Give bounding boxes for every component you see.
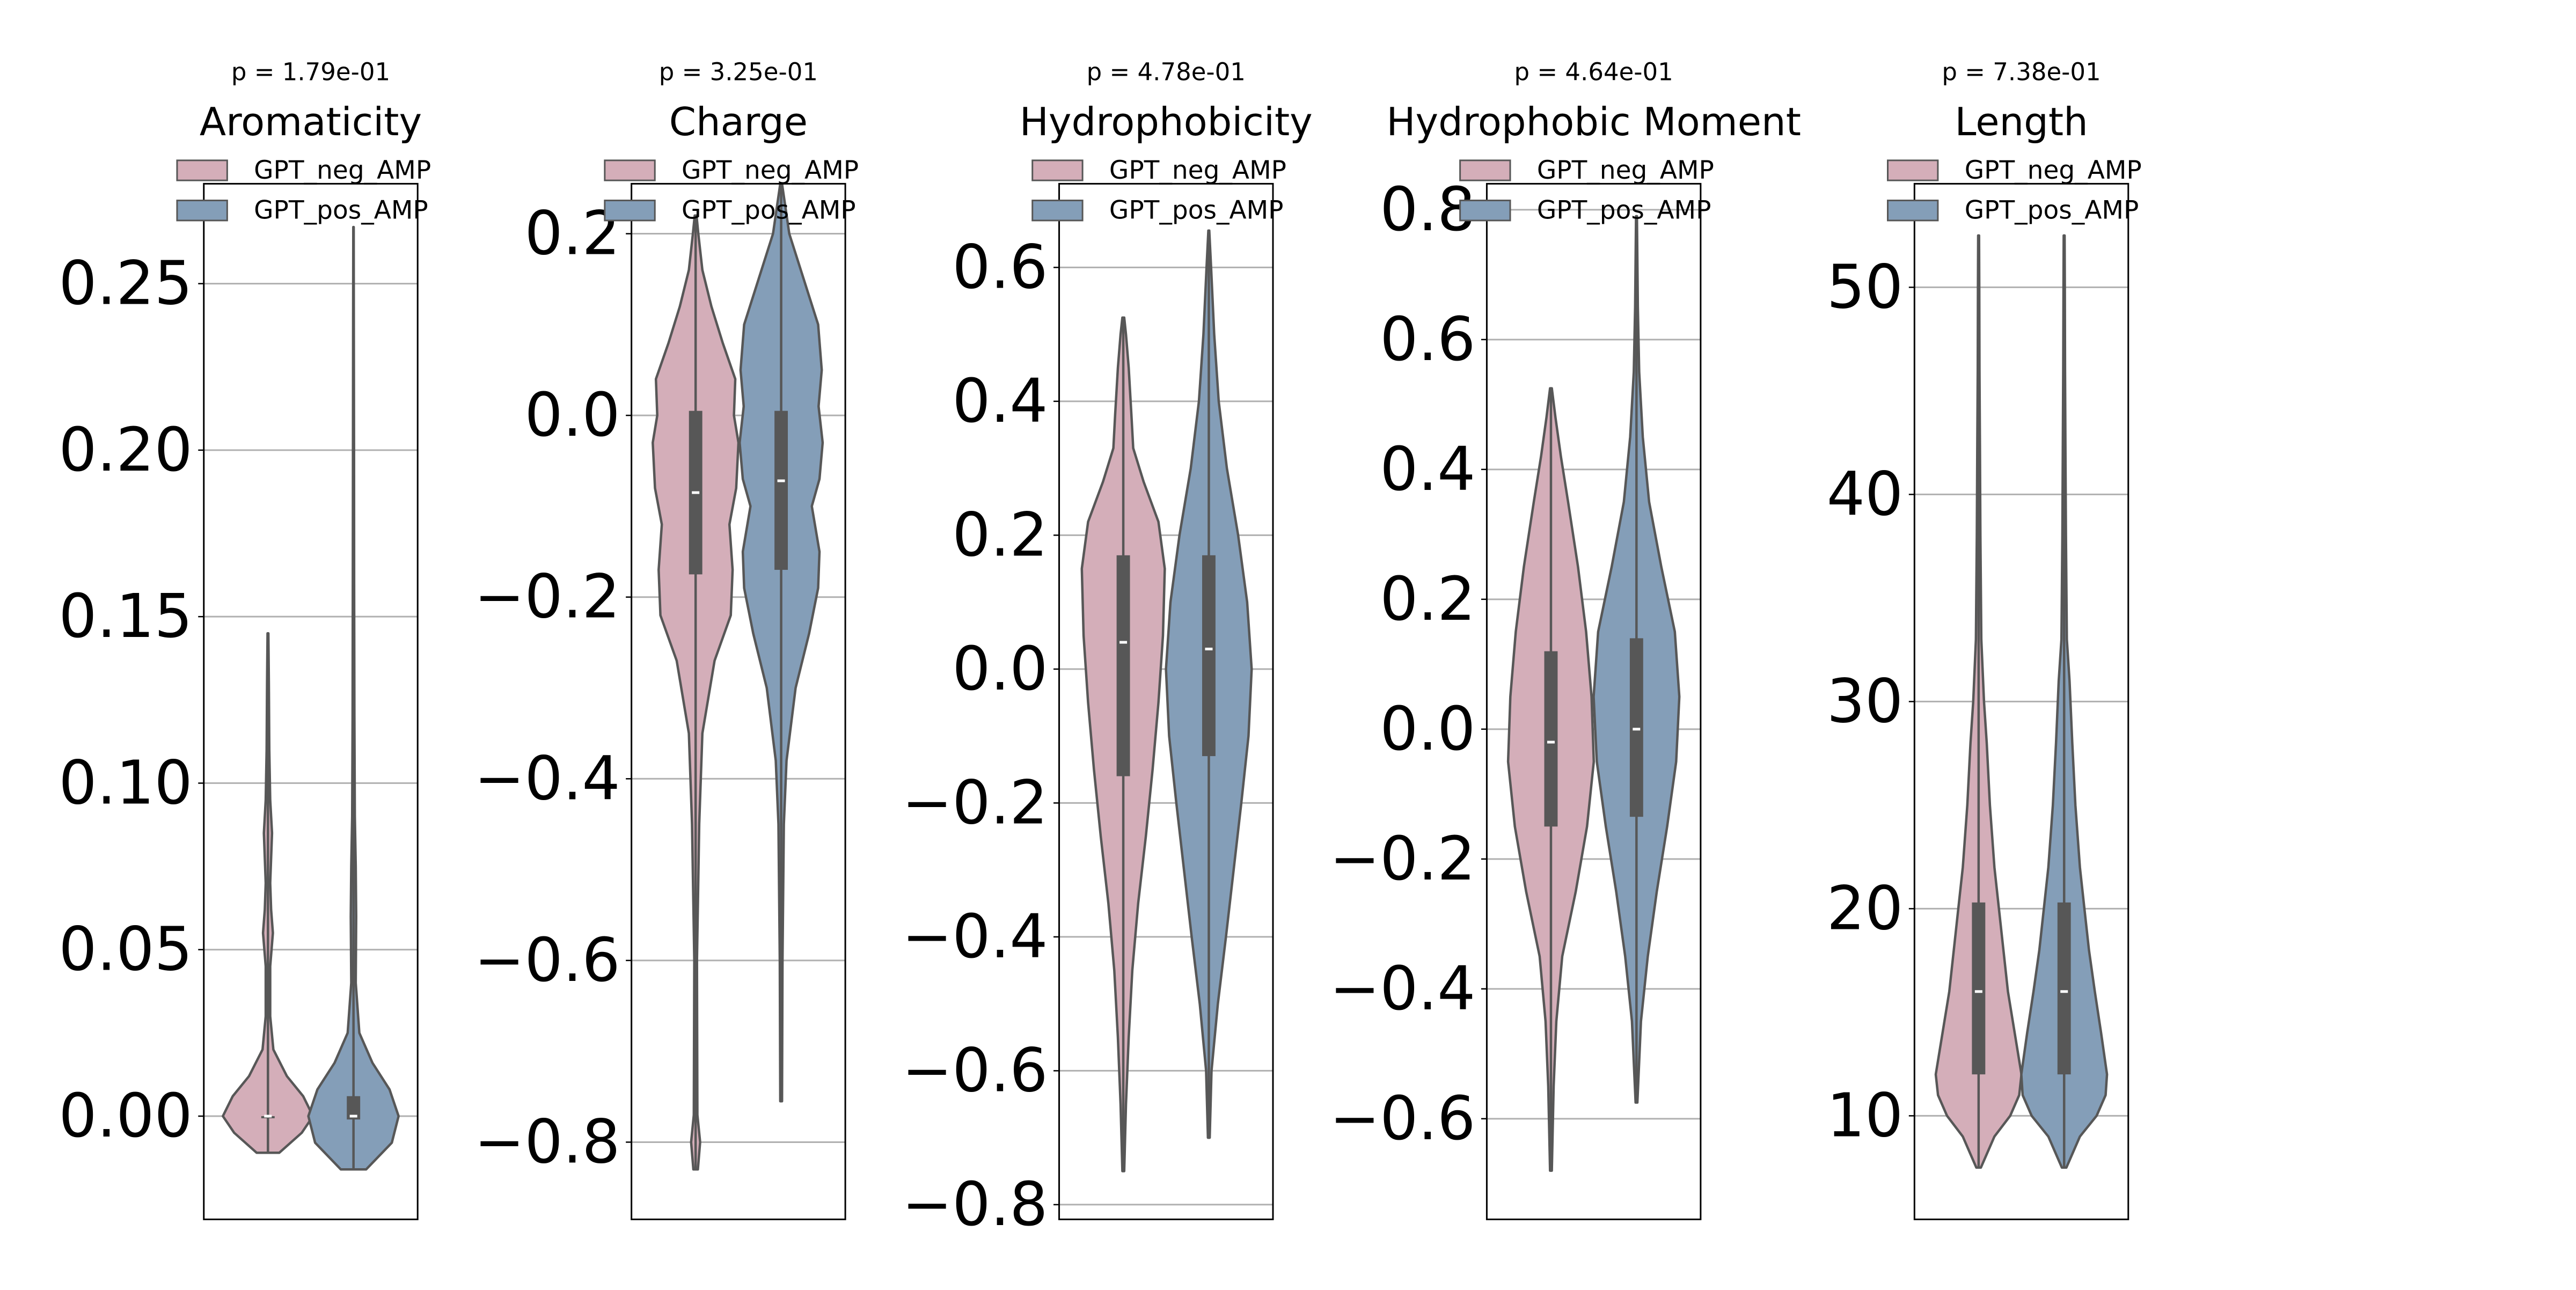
iqr-box-GPT_neg_AMP: [1972, 902, 1986, 1075]
panel-title: Hydrophobicity: [1020, 99, 1313, 144]
legend-label-GPT_neg_AMP: GPT_neg_AMP: [254, 156, 431, 185]
legend-swatch-GPT_neg_AMP: [176, 159, 228, 181]
iqr-box-GPT_pos_AMP: [1202, 555, 1216, 757]
legend-swatch-GPT_neg_AMP: [1887, 159, 1939, 181]
iqr-box-GPT_neg_AMP: [1544, 651, 1558, 827]
y-tick-label: −0.8: [902, 1170, 1048, 1240]
y-tick-label: 20: [1827, 874, 1904, 943]
y-tick-label: 50: [1827, 252, 1904, 322]
y-tick-label: 0.0: [525, 380, 620, 450]
legend: GPT_neg_AMP GPT_pos_AMP: [1031, 156, 1286, 225]
y-tick-label: −0.2: [474, 562, 620, 632]
y-tick-label: −0.4: [1329, 954, 1475, 1024]
panel-3: −0.6−0.4−0.20.00.20.40.60.8GPT_neg_AMPGP…: [1329, 57, 1801, 1220]
iqr-box-GPT_pos_AMP: [2057, 902, 2071, 1075]
legend: GPT_neg_AMP GPT_pos_AMP: [1887, 156, 2142, 225]
p-value-label: p = 1.79e-01: [231, 57, 390, 86]
panel-4: 10 20 30 40 50 GPT_neg_AMP GPT_pos_AMP Length p …: [1827, 57, 2142, 1220]
y-tick-label: 0.6: [952, 232, 1048, 302]
p-value-label: p = 4.64e-01: [1514, 57, 1673, 86]
legend-swatch-GPT_pos_AMP: [604, 200, 656, 222]
axes-frame: [631, 182, 846, 1220]
legend-swatch-GPT_pos_AMP: [1887, 200, 1939, 222]
y-tick-label: −0.4: [474, 744, 620, 813]
legend-label-GPT_pos_AMP: GPT_pos_AMP: [1537, 196, 1711, 225]
legend-label-GPT_neg_AMP: GPT_neg_AMP: [1537, 156, 1714, 185]
y-tick-label: 0.4: [952, 367, 1048, 436]
iqr-box-GPT_pos_AMP: [1629, 638, 1643, 817]
y-tick-label: 0.25: [58, 249, 192, 319]
iqr-box-GPT_pos_AMP: [774, 411, 788, 570]
p-value-label: p = 3.25e-01: [659, 57, 818, 86]
iqr-box-GPT_neg_AMP: [1116, 555, 1130, 776]
axes-frame: [1058, 182, 1274, 1220]
legend-label-GPT_pos_AMP: GPT_pos_AMP: [1965, 196, 2139, 225]
legend-swatch-GPT_pos_AMP: [176, 200, 228, 222]
y-tick-label: 0.2: [1380, 565, 1475, 634]
panel-title: Charge: [669, 99, 808, 144]
p-value-label: p = 4.78e-01: [1087, 57, 1246, 86]
panel-0: 0.00 0.05 0.10 0.15 0.20 0.25 GPT_neg_AMP GPT_p…: [58, 57, 431, 1220]
legend-label-GPT_pos_AMP: GPT_pos_AMP: [1109, 196, 1284, 225]
y-tick-label: 0.10: [58, 748, 192, 818]
y-tick-label: −0.2: [1329, 824, 1475, 894]
y-tick-label: −0.4: [902, 902, 1048, 972]
axes-frame: [1485, 182, 1702, 1220]
panel-title: Length: [1955, 99, 2088, 144]
y-tick-label: 0.2: [952, 500, 1048, 570]
legend-label-GPT_neg_AMP: GPT_neg_AMP: [1109, 156, 1286, 185]
y-tick-label: −0.8: [474, 1107, 620, 1177]
legend-swatch-GPT_pos_AMP: [1459, 200, 1511, 222]
legend-label-GPT_neg_AMP: GPT_neg_AMP: [1965, 156, 2142, 185]
y-tick-label: 0.05: [58, 915, 192, 985]
y-tick-label: −0.6: [1329, 1084, 1475, 1154]
y-tick-label: 0.00: [58, 1081, 192, 1151]
legend-swatch-GPT_pos_AMP: [1031, 200, 1084, 222]
y-tick-label: 0.6: [1380, 305, 1475, 375]
y-tick-label: −0.6: [902, 1036, 1048, 1105]
y-tick-label: −0.2: [902, 768, 1048, 838]
y-tick-label: 30: [1827, 666, 1904, 736]
panel-title: Hydrophobic Moment: [1386, 99, 1801, 144]
legend-swatch-GPT_neg_AMP: [604, 159, 656, 181]
legend: GPT_neg_AMP GPT_pos_AMP: [604, 156, 859, 225]
p-value-label: p = 7.38e-01: [1942, 57, 2101, 86]
axes-frame: [203, 182, 419, 1220]
y-tick-label: 0.0: [1380, 694, 1475, 764]
panel-2: −0.8−0.6−0.4−0.20.00.20.40.6GPT_neg_AMPG…: [902, 57, 1313, 1240]
panel-title: Aromaticity: [200, 99, 422, 144]
legend-label-GPT_pos_AMP: GPT_pos_AMP: [682, 196, 856, 225]
axes-frame: [1913, 182, 2129, 1220]
y-tick-label: −0.6: [474, 926, 620, 995]
y-tick-label: 10: [1827, 1081, 1904, 1150]
legend-swatch-GPT_neg_AMP: [1031, 159, 1084, 181]
legend: GPT_neg_AMP GPT_pos_AMP: [176, 156, 431, 225]
y-tick-label: 0.20: [58, 415, 192, 485]
legend-swatch-GPT_neg_AMP: [1459, 159, 1511, 181]
legend-label-GPT_pos_AMP: GPT_pos_AMP: [254, 196, 428, 225]
panel-1: −0.8−0.6−0.4−0.20.00.2GPT_neg_AMPGPT_pos…: [474, 57, 859, 1220]
y-tick-label: 40: [1827, 459, 1904, 529]
y-tick-label: 0.15: [58, 582, 192, 651]
legend: GPT_neg_AMP GPT_pos_AMP: [1459, 156, 1714, 225]
y-tick-label: 0.0: [952, 634, 1048, 704]
legend-label-GPT_neg_AMP: GPT_neg_AMP: [682, 156, 859, 185]
y-tick-label: 0.4: [1380, 435, 1475, 504]
